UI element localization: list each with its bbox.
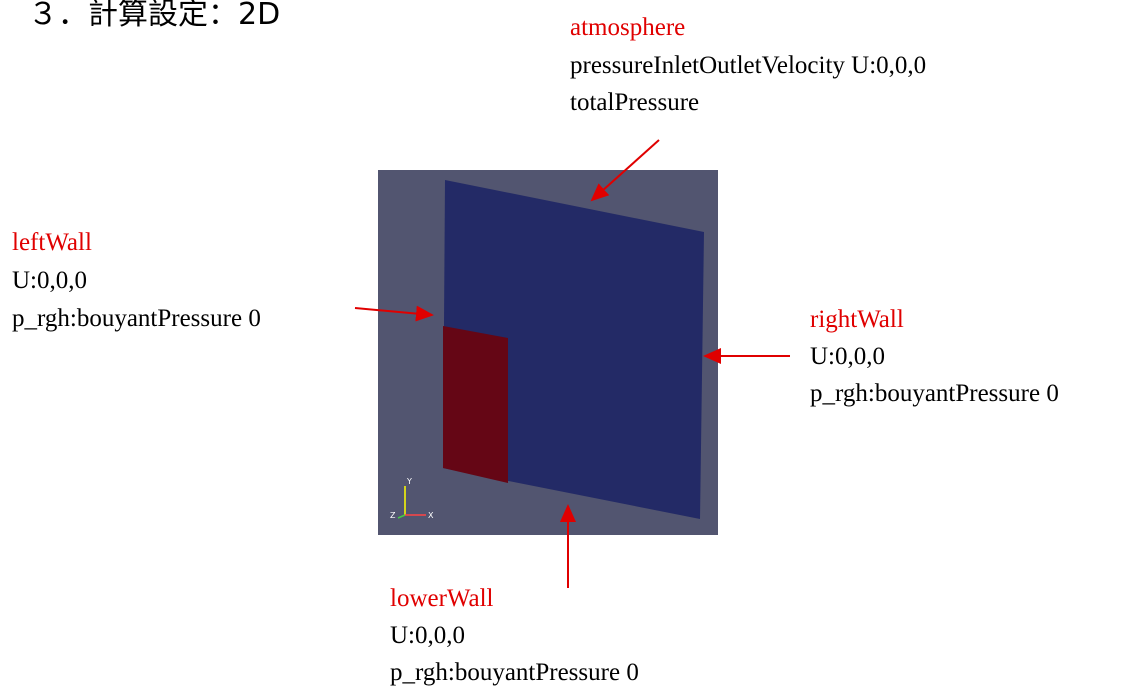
patch-setting: p_rgh:bouyantPressure 0 xyxy=(810,380,1059,407)
axis-label: X xyxy=(428,511,434,520)
patch-name: lowerWall xyxy=(390,585,494,612)
axis-label: Z xyxy=(390,511,396,520)
patch-setting: totalPressure xyxy=(570,89,699,116)
patch-name: atmosphere xyxy=(570,14,685,41)
patch-setting: U:0,0,0 xyxy=(810,343,885,370)
patch-setting: p_rgh:bouyantPressure 0 xyxy=(12,305,261,332)
axis-label: Y xyxy=(406,477,412,486)
patch-setting: pressureInletOutletVelocity U:0,0,0 xyxy=(570,52,926,79)
slide-title: ３．計算設定：2D xyxy=(28,0,280,32)
patch-name: rightWall xyxy=(810,306,904,333)
patch-setting: p_rgh:bouyantPressure 0 xyxy=(390,659,639,686)
patch-name: leftWall xyxy=(12,229,92,256)
water-region xyxy=(443,326,508,483)
patch-setting: U:0,0,0 xyxy=(12,267,87,294)
slide: ３．計算設定：2D Y Z X atmosphere pressureInlet… xyxy=(0,0,1147,691)
patch-setting: U:0,0,0 xyxy=(390,622,465,649)
